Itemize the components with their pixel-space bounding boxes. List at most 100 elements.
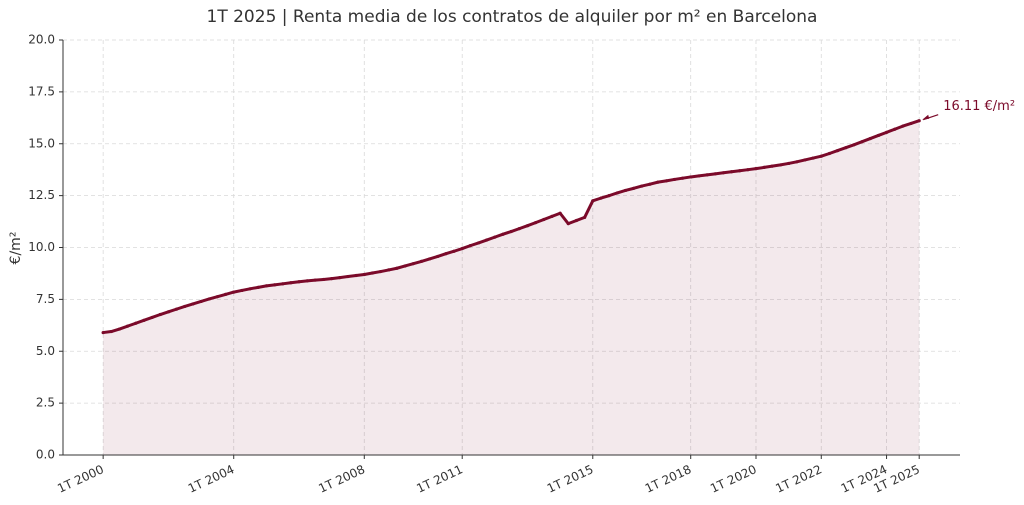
- point: [207, 297, 211, 301]
- point: [868, 136, 872, 141]
- point: [795, 160, 799, 164]
- point: [354, 273, 358, 278]
- point: [468, 244, 472, 248]
- point: [395, 266, 399, 270]
- x-tick-label: 1T 2022: [773, 462, 824, 496]
- point: [525, 224, 530, 228]
- point: [158, 312, 162, 317]
- point: [656, 180, 660, 184]
- point: [729, 170, 734, 174]
- point: [191, 302, 195, 306]
- point: [436, 254, 440, 259]
- point: [844, 146, 848, 150]
- point: [876, 133, 880, 138]
- point: [501, 232, 505, 236]
- point: [264, 284, 268, 288]
- point: [787, 161, 791, 166]
- point: [746, 168, 750, 172]
- point: [232, 290, 236, 294]
- y-axis-label: €/m²: [8, 232, 24, 265]
- x-tick-label: 1T 2015: [545, 462, 596, 496]
- point: [338, 275, 342, 280]
- point: [109, 329, 113, 334]
- y-tick-label: 20.0: [28, 33, 55, 47]
- chart-title: 1T 2025 | Renta media de los contratos d…: [207, 7, 818, 27]
- x-tick-label: 1T 2020: [708, 462, 759, 496]
- point: [721, 171, 725, 175]
- point: [778, 163, 783, 167]
- point: [126, 324, 130, 328]
- point: [297, 280, 301, 284]
- point: [444, 252, 448, 256]
- point: [672, 177, 676, 182]
- point: [852, 143, 856, 147]
- point: [574, 218, 579, 223]
- point: [387, 268, 391, 272]
- point: [183, 304, 187, 309]
- point: [305, 279, 309, 283]
- point: [884, 130, 889, 134]
- point: [174, 307, 179, 311]
- point: [248, 287, 252, 291]
- point: [738, 169, 742, 173]
- point: [411, 262, 415, 266]
- y-tick-label: 15.0: [28, 136, 55, 150]
- point: [272, 283, 277, 287]
- y-tick-label: 10.0: [28, 240, 55, 254]
- point: [321, 277, 326, 282]
- x-tick-label: 1T 2008: [316, 462, 367, 496]
- point: [835, 148, 840, 153]
- point: [827, 151, 832, 156]
- point: [901, 124, 905, 128]
- annotation-arrowhead: [922, 114, 930, 120]
- point: [607, 194, 611, 198]
- point: [591, 199, 595, 203]
- y-tick-label: 2.5: [36, 396, 55, 410]
- point: [281, 282, 285, 286]
- point: [370, 271, 375, 275]
- point: [623, 188, 628, 193]
- point: [819, 154, 823, 158]
- point: [346, 274, 350, 279]
- point: [566, 222, 570, 226]
- point: [379, 269, 383, 274]
- point: [689, 175, 693, 179]
- point: [313, 278, 317, 282]
- y-tick-label: 17.5: [28, 84, 55, 98]
- x-tick-label: 1T 2011: [414, 462, 465, 496]
- point: [860, 140, 864, 144]
- point: [117, 327, 122, 331]
- point: [615, 191, 619, 195]
- point: [762, 165, 766, 170]
- point: [558, 211, 562, 215]
- point: [648, 182, 652, 186]
- x-tick-label: 1T 2000: [55, 462, 106, 496]
- point: [240, 288, 244, 293]
- point: [631, 186, 636, 190]
- point: [215, 295, 219, 299]
- y-tick-label: 5.0: [36, 344, 55, 358]
- point: [599, 196, 603, 200]
- point: [362, 272, 366, 277]
- point: [493, 235, 497, 239]
- point: [150, 315, 154, 320]
- point: [697, 174, 701, 178]
- point: [223, 292, 228, 296]
- point: [427, 257, 432, 261]
- point: [460, 246, 464, 251]
- point: [754, 167, 758, 171]
- point: [134, 321, 138, 325]
- point: [542, 217, 546, 222]
- point: [770, 164, 774, 168]
- point: [199, 299, 203, 304]
- y-tick-label: 7.5: [36, 292, 55, 306]
- point: [476, 241, 481, 245]
- point: [713, 172, 717, 176]
- area: [103, 120, 920, 455]
- annotation: 16.11 €/m²: [943, 99, 1015, 114]
- y-tick-label: 0.0: [36, 448, 55, 462]
- point: [680, 176, 685, 180]
- y-tick-label: 12.5: [28, 188, 55, 202]
- point: [101, 330, 105, 335]
- point: [705, 173, 709, 177]
